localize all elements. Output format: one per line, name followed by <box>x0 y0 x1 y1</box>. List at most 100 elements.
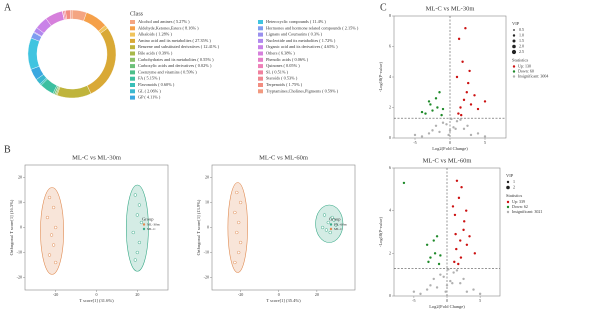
point <box>469 133 473 137</box>
point <box>460 113 463 117</box>
point <box>441 107 445 111</box>
chart-title: ML-C vs ML-30m <box>426 5 475 12</box>
point <box>451 282 454 285</box>
x-axis-label: T score[1] (35.4%) <box>266 298 301 303</box>
point <box>435 286 439 289</box>
legend-title: VIP <box>512 21 520 26</box>
point <box>427 100 431 103</box>
point <box>439 254 442 257</box>
point <box>457 37 461 41</box>
x-tick-label: 0 <box>449 140 451 145</box>
point <box>444 290 447 293</box>
y-axis-label: -Log10(P-value) <box>378 62 383 92</box>
point <box>328 230 332 235</box>
point <box>455 269 459 272</box>
point <box>476 132 480 135</box>
y-tick-label: 4 <box>389 208 391 213</box>
point <box>453 213 457 217</box>
size-key <box>512 34 516 37</box>
legend-swatch <box>258 89 263 94</box>
legend-label: Up: 339 <box>512 199 525 204</box>
y-tick-label: 0 <box>389 135 391 140</box>
confidence-ellipse <box>227 182 248 273</box>
donut-segment <box>70 9 73 20</box>
legend-swatch <box>258 51 263 56</box>
legend-swatch <box>258 38 263 43</box>
point <box>457 112 460 115</box>
legend-title: Class <box>130 11 144 17</box>
point <box>432 277 435 281</box>
legend-label: Alcohol and amines ( 5.27% ) <box>138 19 190 24</box>
legend-swatch <box>130 76 135 81</box>
legend-swatch <box>258 57 263 62</box>
point <box>448 129 452 132</box>
point <box>445 284 449 287</box>
point <box>133 193 137 197</box>
legend-label: Down: 62 <box>512 204 528 209</box>
legend-label: Steroids ( 0.53% ) <box>266 76 298 81</box>
legend-label: Quinones ( 0.05% ) <box>266 63 300 68</box>
point <box>463 220 466 223</box>
point <box>438 91 441 94</box>
point <box>447 268 450 271</box>
legend-label: Aldehyde,Ketones,Esters ( 8.16% ) <box>138 25 199 31</box>
point <box>238 200 243 205</box>
point <box>455 179 459 182</box>
point <box>468 69 471 73</box>
x-tick-label: 5 <box>484 140 486 145</box>
legend-label: Lignans and Coumarins ( 0.3% ) <box>266 32 323 37</box>
legend-label: Phenolic acids ( 0.06% ) <box>266 57 309 62</box>
point <box>135 250 140 255</box>
point <box>473 94 476 97</box>
legend-swatch <box>512 70 516 73</box>
point <box>440 113 443 117</box>
size-key <box>512 44 516 49</box>
point <box>133 258 137 262</box>
point <box>462 127 466 131</box>
point <box>468 235 471 238</box>
point <box>429 103 432 106</box>
point <box>412 290 416 293</box>
legend-swatch <box>130 95 135 100</box>
point <box>233 210 237 215</box>
point <box>457 262 460 266</box>
point <box>461 60 464 63</box>
point <box>451 205 455 208</box>
legend-label: Terpenoids ( 1.75% ) <box>266 82 303 87</box>
legend-label: 2.5 <box>519 49 524 54</box>
legend-label: Coenzyme and vitamins ( 0.59% ) <box>138 69 197 74</box>
point <box>427 132 431 135</box>
y-tick-label: -10 <box>17 249 22 254</box>
legend-label: Bile acids ( 0.39% ) <box>138 50 173 55</box>
legend-title: VIP <box>506 173 514 178</box>
y-tick-label: -10 <box>204 249 209 254</box>
x-tick-label: 0 <box>96 292 98 297</box>
point <box>419 292 422 296</box>
point <box>237 250 241 255</box>
legend-label: Others ( 6.38% ) <box>266 50 295 55</box>
legend-swatch <box>130 57 135 62</box>
y-tick-label: 0 <box>20 224 22 229</box>
y-axis-label: Orthogonal T score[1] (13.9%) <box>196 199 201 255</box>
point <box>51 205 56 210</box>
point <box>438 130 441 134</box>
point <box>483 135 487 138</box>
point <box>139 220 144 225</box>
x-tick-label: -20 <box>238 292 243 297</box>
legend-label: ML-30m <box>147 222 160 226</box>
y-tick-label: 10 <box>18 199 22 204</box>
point <box>332 218 336 222</box>
y-axis-label: -Log10(P-value) <box>378 217 383 247</box>
legend-label: ML-C <box>334 227 343 231</box>
point <box>459 118 462 121</box>
panel-label: B <box>4 144 11 155</box>
point <box>434 97 438 100</box>
point <box>435 235 439 238</box>
point <box>330 215 334 220</box>
y-tick-label: 10 <box>205 199 209 204</box>
point <box>233 260 237 265</box>
point <box>476 107 480 111</box>
point <box>469 103 473 106</box>
legend-label: Heterocyclic compounds ( 11.4% ) <box>266 19 326 24</box>
point <box>472 288 475 291</box>
